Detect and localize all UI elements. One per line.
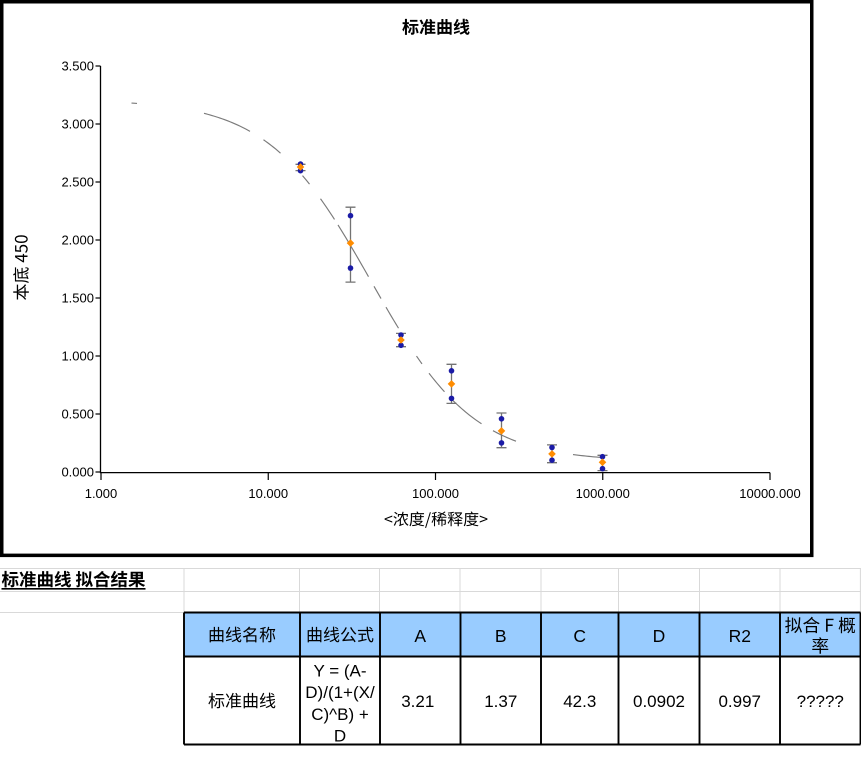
svg-text:?????: ????? bbox=[797, 692, 844, 711]
svg-text:3.000: 3.000 bbox=[61, 117, 94, 132]
svg-text:1.500: 1.500 bbox=[61, 291, 94, 306]
svg-text:42.3: 42.3 bbox=[563, 692, 596, 711]
svg-text:3.21: 3.21 bbox=[401, 692, 434, 711]
svg-text:B: B bbox=[495, 626, 507, 646]
svg-text:3.500: 3.500 bbox=[61, 59, 94, 74]
svg-text:1000.000: 1000.000 bbox=[576, 486, 630, 501]
svg-text:0.500: 0.500 bbox=[61, 407, 94, 422]
svg-text:A: A bbox=[414, 626, 426, 646]
svg-text:D: D bbox=[334, 727, 346, 746]
svg-text:C: C bbox=[573, 626, 586, 646]
svg-text:2.500: 2.500 bbox=[61, 175, 94, 190]
svg-text:Y = (A-: Y = (A- bbox=[313, 662, 366, 681]
svg-text:C)^B) +: C)^B) + bbox=[311, 705, 369, 724]
svg-text:D)/(1+(X/: D)/(1+(X/ bbox=[305, 683, 375, 702]
svg-text:1.000: 1.000 bbox=[85, 486, 118, 501]
svg-text:100.000: 100.000 bbox=[412, 486, 459, 501]
svg-text:1.37: 1.37 bbox=[484, 692, 517, 711]
svg-text:R2: R2 bbox=[729, 626, 751, 646]
svg-text:2.000: 2.000 bbox=[61, 233, 94, 248]
svg-text:1.000: 1.000 bbox=[61, 349, 94, 364]
svg-text:0.997: 0.997 bbox=[718, 692, 761, 711]
svg-text:0.0902: 0.0902 bbox=[633, 692, 685, 711]
svg-text:D: D bbox=[653, 626, 666, 646]
svg-text:10000.000: 10000.000 bbox=[739, 486, 800, 501]
svg-text:10.000: 10.000 bbox=[248, 486, 288, 501]
svg-text:0.000: 0.000 bbox=[61, 465, 94, 480]
